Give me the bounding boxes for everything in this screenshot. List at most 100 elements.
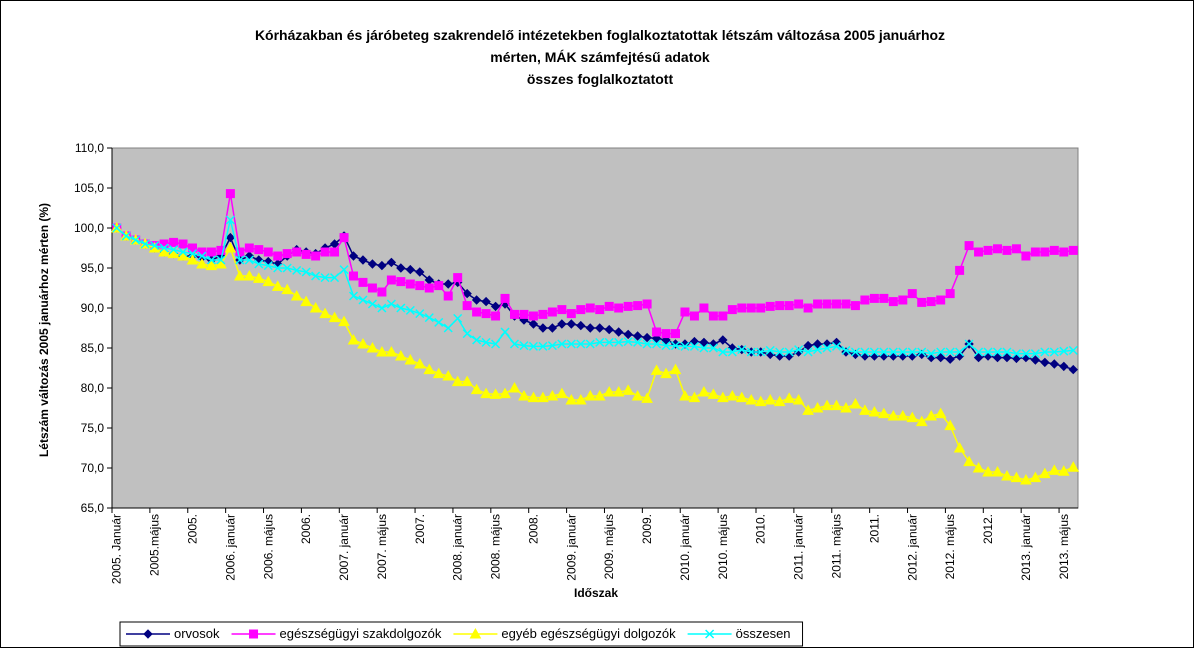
marker xyxy=(812,339,823,349)
marker xyxy=(613,327,624,337)
marker xyxy=(784,301,794,311)
marker xyxy=(216,245,226,255)
marker xyxy=(112,223,122,233)
marker xyxy=(349,271,358,281)
marker xyxy=(538,341,548,351)
marker xyxy=(186,253,199,265)
marker xyxy=(926,297,936,307)
marker xyxy=(556,387,568,399)
marker xyxy=(205,259,218,271)
marker xyxy=(424,283,434,293)
marker xyxy=(765,301,775,311)
marker xyxy=(140,239,150,249)
marker xyxy=(377,260,387,271)
marker xyxy=(585,303,595,313)
marker xyxy=(547,341,557,351)
marker xyxy=(282,263,292,273)
marker xyxy=(413,357,426,369)
marker xyxy=(566,309,576,319)
marker xyxy=(945,347,955,357)
marker xyxy=(311,271,321,281)
marker xyxy=(735,391,748,403)
marker xyxy=(415,281,425,291)
marker xyxy=(178,247,188,257)
marker xyxy=(263,247,273,257)
marker xyxy=(746,347,756,357)
marker xyxy=(377,303,387,313)
marker xyxy=(707,388,720,399)
marker xyxy=(271,280,284,291)
y-tick-label: 105,0 xyxy=(74,181,104,195)
marker xyxy=(348,251,359,261)
marker xyxy=(405,279,415,289)
marker xyxy=(254,259,264,269)
marker xyxy=(792,393,805,405)
x-tick-label: 2011. xyxy=(867,514,881,543)
x-tick-label: 2008. január xyxy=(451,514,465,581)
marker xyxy=(925,409,938,421)
marker xyxy=(859,404,871,415)
x-axis-label: Időszak xyxy=(574,586,618,600)
marker xyxy=(983,347,993,357)
x-tick-label: 2013. május xyxy=(1057,514,1071,579)
marker xyxy=(290,289,303,301)
marker xyxy=(386,257,397,268)
marker xyxy=(822,299,832,309)
marker xyxy=(631,389,644,401)
marker xyxy=(396,303,406,313)
marker xyxy=(519,309,529,319)
x-tick-label: 2007. január xyxy=(337,514,351,581)
marker xyxy=(699,343,709,353)
marker xyxy=(453,273,463,283)
marker xyxy=(671,329,680,339)
marker xyxy=(765,345,775,355)
marker xyxy=(547,307,557,317)
marker xyxy=(330,273,340,283)
marker xyxy=(813,345,823,355)
marker xyxy=(330,247,340,257)
marker xyxy=(584,389,597,401)
marker xyxy=(841,345,851,355)
marker xyxy=(860,295,870,305)
marker xyxy=(614,337,624,347)
marker xyxy=(936,347,946,357)
marker xyxy=(1049,245,1059,255)
marker xyxy=(906,411,919,423)
marker xyxy=(849,397,862,409)
marker xyxy=(538,323,548,333)
marker xyxy=(169,245,179,255)
marker xyxy=(775,347,785,357)
marker xyxy=(244,243,254,253)
y-tick-label: 110,0 xyxy=(75,141,104,155)
marker xyxy=(206,255,216,265)
marker xyxy=(366,341,379,353)
marker xyxy=(225,189,235,199)
marker xyxy=(273,263,283,273)
marker xyxy=(1040,347,1050,357)
marker xyxy=(358,255,368,265)
marker xyxy=(727,305,737,315)
x-tick-label: 2013. január xyxy=(1019,514,1033,581)
marker xyxy=(1011,349,1021,359)
marker xyxy=(612,385,625,397)
marker xyxy=(461,375,473,387)
chart-title: összes foglalkoztatott xyxy=(527,71,674,87)
marker xyxy=(585,339,595,349)
marker xyxy=(689,341,699,351)
marker xyxy=(481,309,491,319)
marker xyxy=(472,307,482,317)
marker xyxy=(1059,346,1069,356)
marker xyxy=(879,293,889,303)
marker xyxy=(803,340,813,351)
marker xyxy=(574,393,587,405)
x-tick-label: 2012. május xyxy=(943,514,957,579)
x-tick-label: 2012. xyxy=(981,514,995,544)
x-tick-label: 2006. május xyxy=(261,514,275,579)
marker xyxy=(480,387,492,399)
marker xyxy=(934,407,947,419)
marker xyxy=(775,301,785,311)
marker xyxy=(206,247,216,257)
x-tick-label: 2006. xyxy=(299,514,313,544)
marker xyxy=(982,465,994,477)
marker xyxy=(585,323,595,333)
